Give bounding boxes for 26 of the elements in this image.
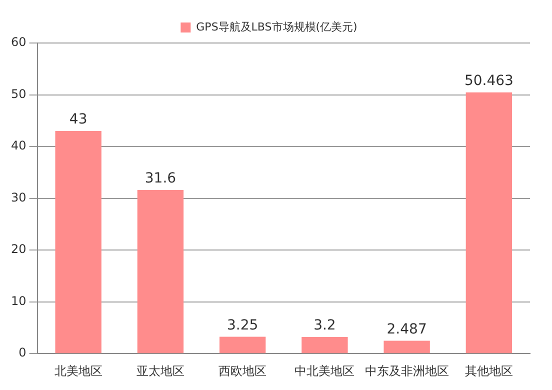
bar (302, 337, 348, 354)
x-tick-label: 中东及非洲地区 (364, 364, 449, 378)
y-tick-label: 60 (10, 35, 26, 50)
data-label: 43 (69, 112, 88, 128)
x-tick-label: 亚太地区 (136, 364, 184, 378)
y-tick-label: 0 (18, 346, 26, 360)
x-tick-label: 北美地区 (54, 364, 102, 378)
data-label: 3.25 (226, 317, 258, 334)
bar (466, 92, 512, 354)
x-tick-label: 西欧地区 (218, 364, 267, 378)
data-label: 2.487 (386, 321, 427, 338)
data-label: 3.2 (314, 318, 336, 334)
y-tick-label: 10 (10, 294, 26, 308)
data-label: 31.6 (144, 170, 176, 187)
bar (137, 190, 184, 354)
y-tick-label: 50 (10, 86, 26, 101)
y-tick-label: 30 (10, 190, 26, 204)
bar (219, 336, 266, 354)
legend-label: GPS导航及LBS市场规模(亿美元) (196, 20, 358, 34)
x-tick-label: 中北美地区 (294, 364, 355, 378)
y-tick-label: 20 (10, 242, 26, 256)
bar (384, 340, 430, 354)
data-label: 50.463 (464, 73, 514, 90)
bar (55, 131, 102, 354)
y-tick-label: 40 (10, 138, 26, 153)
x-tick-label: 其他地区 (464, 364, 513, 378)
